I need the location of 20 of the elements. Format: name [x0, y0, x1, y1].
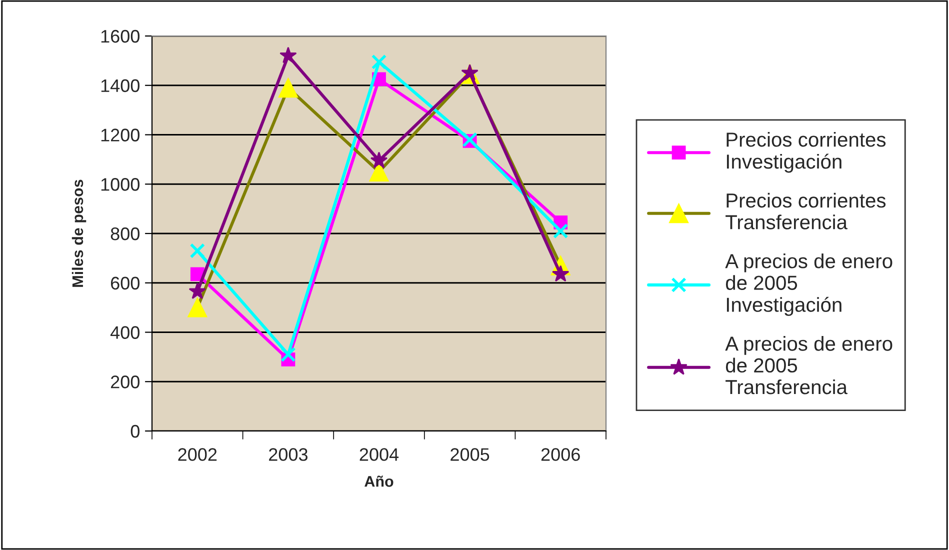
y-tick-label: 0 [130, 424, 140, 438]
y-tick-label: 1200 [101, 128, 140, 142]
x-tick-label: 2004 [360, 448, 399, 461]
x-tick-label: 2003 [269, 448, 308, 461]
x-tick-label: 2006 [541, 448, 580, 461]
y-axis-title: Miles de pesos [72, 180, 86, 287]
y-tick-label: 600 [110, 276, 140, 290]
y-tick-label: 1600 [101, 30, 140, 43]
y-tick-label: 800 [110, 227, 140, 240]
y-tick-label: 1400 [101, 79, 140, 92]
y-tick-label: 400 [110, 326, 140, 339]
x-axis-title: Año [364, 476, 394, 487]
legend-label: Precios corrientes Investigación [726, 132, 886, 173]
legend-label: Precios corrientes Transferencia [726, 192, 886, 230]
y-tick-label: 1000 [101, 178, 140, 191]
y-tick-label: 200 [110, 376, 140, 388]
x-tick-label: 2002 [178, 448, 217, 461]
x-tick-label: 2005 [450, 448, 490, 461]
legend-label: A precios de enero de 2005 Investigación [725, 253, 892, 316]
legend-label: A precios de enero de 2005 Transferencia [725, 336, 892, 394]
